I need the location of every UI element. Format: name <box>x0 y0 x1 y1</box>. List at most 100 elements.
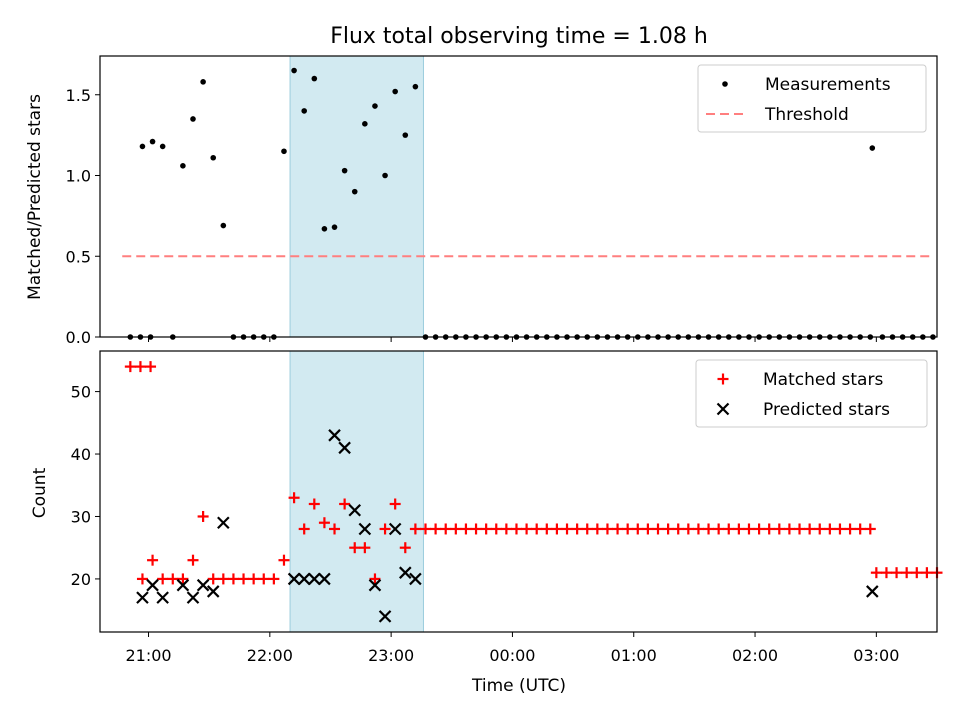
cross-b <box>217 516 230 530</box>
x-tick-label: 00:00 <box>489 646 535 665</box>
matched-star-point <box>268 573 280 585</box>
legend-marker-dot <box>722 81 728 87</box>
matched-star-point <box>136 573 148 585</box>
matched-star-point <box>642 523 654 535</box>
top-y-axis-label: Matched/Predicted stars <box>25 94 45 300</box>
matched-star-point <box>551 523 563 535</box>
matched-star-point <box>880 567 892 579</box>
matched-star-point <box>521 523 533 535</box>
measurement-point <box>351 188 358 195</box>
matched-star-point <box>652 523 664 535</box>
matched-star-point <box>870 567 882 579</box>
x-tick-label: 21:00 <box>125 646 171 665</box>
predicted-star-point <box>328 429 341 442</box>
cross-b <box>186 591 200 604</box>
matched-star-point <box>682 523 694 535</box>
cross-b <box>866 585 879 598</box>
cross-b <box>136 591 149 604</box>
matched-star-point <box>632 523 644 535</box>
matched-star-point <box>500 523 512 535</box>
matched-star-point <box>470 523 482 535</box>
matched-star-point <box>308 498 320 510</box>
matched-star-point <box>248 573 260 585</box>
matched-star-point <box>238 573 250 585</box>
predicted-star-point <box>338 441 351 455</box>
measurement-point <box>382 172 388 179</box>
predicted-star-point <box>368 578 382 592</box>
x-tick-label: 23:00 <box>368 646 414 665</box>
predicted-star-point <box>206 585 220 598</box>
matched-star-point <box>399 542 411 554</box>
y-tick-label: 20 <box>71 570 91 589</box>
y-tick-label: 0.0 <box>66 328 91 347</box>
chart-title: Flux total observing time = 1.08 h <box>330 24 708 49</box>
cross-b <box>318 572 331 586</box>
measurement-point <box>301 108 307 114</box>
top-panel: 0.0 0.5 1.0 1.5 Measurements Threshold <box>66 55 938 347</box>
matched-star-point <box>844 523 856 535</box>
bottom-y-axis-label: Count <box>30 467 50 518</box>
cross-b <box>328 429 341 442</box>
matched-star-point <box>672 523 684 535</box>
matched-star-point <box>662 523 674 535</box>
matched-star-point <box>733 523 745 535</box>
matched-star-point <box>147 554 159 566</box>
measurement-point <box>402 132 409 138</box>
measurement-point <box>139 143 146 150</box>
predicted-star-point <box>146 578 159 592</box>
matched-star-point <box>541 523 553 535</box>
observing-window-shade <box>289 55 424 338</box>
cross-b <box>206 585 220 598</box>
axes-frame <box>99 350 938 633</box>
matched-star-point <box>804 523 816 535</box>
predicted-star-point <box>378 610 392 623</box>
cross-b <box>348 503 362 517</box>
matched-star-point <box>369 573 381 585</box>
matched-star-point <box>124 361 136 373</box>
matched-star-point <box>187 554 199 566</box>
cross-b <box>297 572 311 586</box>
measurement-point <box>392 88 398 95</box>
measurement-point <box>190 116 196 122</box>
measurement-point <box>220 222 227 229</box>
measurement-point <box>311 75 318 82</box>
cross-b <box>358 522 372 536</box>
measurement-point <box>210 154 217 161</box>
measurement-point <box>331 224 338 230</box>
matched-star-point <box>591 523 603 535</box>
predicted-star-point <box>186 591 200 604</box>
matched-star-point <box>420 523 431 535</box>
matched-star-point <box>389 498 401 510</box>
cross-b <box>287 572 301 586</box>
measurement-point <box>281 148 287 155</box>
x-tick-label: 03:00 <box>853 646 899 665</box>
x-tick-label: 22:00 <box>247 646 293 665</box>
predicted-star-point <box>399 566 412 579</box>
matched-star-point <box>318 517 330 529</box>
cross-b <box>409 572 422 586</box>
predicted-star-point <box>217 516 230 530</box>
predicted-star-point <box>297 572 311 586</box>
cross-b <box>388 522 402 536</box>
matched-star-point <box>581 523 593 535</box>
cross-b <box>308 572 321 586</box>
legend-label: Measurements <box>765 75 891 95</box>
cross-b <box>156 591 169 604</box>
legend-label: Predicted stars <box>763 400 890 420</box>
measurement-point <box>362 121 368 127</box>
matched-star-point <box>864 523 876 535</box>
cross-b <box>368 578 382 592</box>
matched-star-point <box>339 498 351 510</box>
y-tick-label: 1.0 <box>66 167 91 186</box>
matched-star-point <box>703 523 715 535</box>
observing-window-shade <box>289 350 424 633</box>
matched-star-point <box>145 361 157 373</box>
matched-star-point <box>460 523 472 535</box>
measurement-point <box>291 67 297 74</box>
matched-star-point <box>409 523 421 535</box>
matched-star-point <box>713 523 725 535</box>
cross-b <box>378 610 392 623</box>
matched-star-point <box>561 523 573 535</box>
matched-star-point <box>217 573 229 585</box>
measurement-point <box>341 167 348 174</box>
